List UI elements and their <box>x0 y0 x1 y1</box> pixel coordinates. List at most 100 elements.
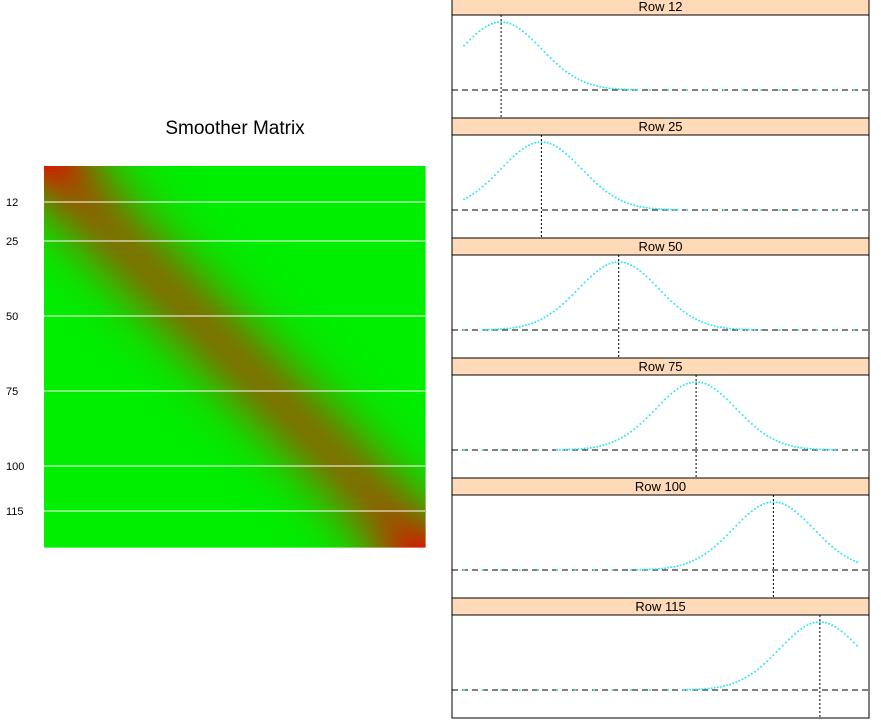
heatmap-cell <box>413 168 417 173</box>
heatmap-cell <box>329 183 334 188</box>
heatmap-cell <box>198 210 203 215</box>
heatmap-cell <box>174 168 179 173</box>
heatmap-cell <box>362 180 367 185</box>
heatmap-cell <box>64 168 69 173</box>
heatmap-cell <box>67 166 72 170</box>
heatmap-cell <box>341 192 346 197</box>
heatmap-cell <box>234 177 239 182</box>
heatmap-cell <box>261 177 265 182</box>
heatmap-cell <box>416 166 420 170</box>
heatmap-cell <box>368 177 373 182</box>
heatmap-cell <box>133 198 137 203</box>
heatmap-cell <box>112 166 117 170</box>
heatmap-cell <box>243 207 248 212</box>
heatmap-cell <box>356 204 361 209</box>
heatmap-cell <box>255 192 259 197</box>
heatmap-cell <box>332 183 337 188</box>
heatmap-cell <box>320 216 325 221</box>
heatmap-cell <box>413 201 417 206</box>
heatmap-cell <box>61 210 66 215</box>
heatmap-cell <box>112 204 117 209</box>
heatmap-cell <box>302 180 307 185</box>
heatmap-cell <box>243 174 248 179</box>
heatmap-cell <box>422 171 426 176</box>
heatmap-cell <box>97 195 102 200</box>
heatmap-cell <box>297 198 301 203</box>
heatmap-cell <box>61 192 66 197</box>
heatmap-cell <box>70 207 75 212</box>
heatmap-cell <box>332 210 337 215</box>
heatmap-cell <box>320 192 325 197</box>
heatmap-cell <box>258 171 262 176</box>
heatmap-cell <box>228 168 233 173</box>
heatmap-cell <box>49 180 54 185</box>
heatmap-cell <box>183 192 188 197</box>
heatmap-cell <box>297 180 301 185</box>
heatmap-cell <box>163 198 167 203</box>
heatmap-cell <box>46 216 51 221</box>
heatmap-cell <box>329 186 334 191</box>
heatmap-cell <box>353 189 358 194</box>
heatmap-cell <box>398 183 402 188</box>
heatmap-cell <box>192 174 197 179</box>
heatmap-cell <box>255 186 259 191</box>
heatmap-cell <box>67 168 72 173</box>
heatmap-cell <box>121 183 125 188</box>
heatmap-cell <box>419 166 423 170</box>
heatmap-cell <box>177 192 182 197</box>
heatmap-cell <box>261 186 265 191</box>
heatmap-cell <box>213 210 218 215</box>
heatmap-cell <box>350 183 355 188</box>
heatmap-cell <box>282 171 286 176</box>
heatmap-cell <box>258 177 262 182</box>
heatmap-cell <box>157 213 161 218</box>
heatmap-cell <box>49 216 54 221</box>
heatmap-cell <box>335 189 340 194</box>
heatmap-cell <box>308 168 313 173</box>
heatmap-cell <box>371 177 375 182</box>
heatmap-cell <box>371 207 375 212</box>
heatmap-cell <box>133 195 137 200</box>
heatmap-cell <box>299 216 304 221</box>
heatmap-cell <box>377 207 381 212</box>
heatmap-cell <box>350 216 355 221</box>
heatmap-cell <box>142 183 146 188</box>
heatmap-cell <box>133 174 137 179</box>
heatmap-cell <box>386 216 390 221</box>
heatmap-cell <box>103 186 108 191</box>
heatmap-cell <box>389 204 393 209</box>
heatmap-cell <box>353 210 358 215</box>
heatmap-cell <box>228 198 233 203</box>
heatmap-cell <box>264 186 268 191</box>
heatmap-cell <box>133 186 137 191</box>
heatmap-cell <box>344 189 349 194</box>
heatmap-cell <box>73 195 78 200</box>
heatmap-cell <box>365 174 370 179</box>
heatmap-cell <box>288 216 292 221</box>
heatmap-cell <box>332 186 337 191</box>
heatmap-cell <box>234 204 239 209</box>
heatmap-cell <box>222 207 227 212</box>
heatmap-cell <box>332 207 337 212</box>
heatmap-cell <box>314 186 319 191</box>
heatmap-cell <box>326 177 331 182</box>
heatmap-cell <box>82 166 87 170</box>
heatmap-cell <box>365 177 370 182</box>
heatmap-cell <box>100 180 105 185</box>
heatmap-cell <box>288 166 292 170</box>
heatmap-cell <box>121 210 125 215</box>
heatmap-cell <box>308 174 313 179</box>
heatmap-cell <box>353 204 358 209</box>
heatmap-cell <box>335 174 340 179</box>
heatmap-cell <box>192 213 197 218</box>
heatmap-cell <box>326 166 331 170</box>
heatmap-cell <box>183 168 188 173</box>
heatmap-cell <box>207 192 212 197</box>
heatmap-cell <box>413 180 417 185</box>
heatmap-cell <box>392 189 396 194</box>
heatmap-cell <box>130 189 134 194</box>
heatmap-cell <box>276 189 280 194</box>
heatmap-cell <box>94 213 99 218</box>
heatmap-cell <box>234 213 239 218</box>
heatmap-cell <box>157 180 161 185</box>
